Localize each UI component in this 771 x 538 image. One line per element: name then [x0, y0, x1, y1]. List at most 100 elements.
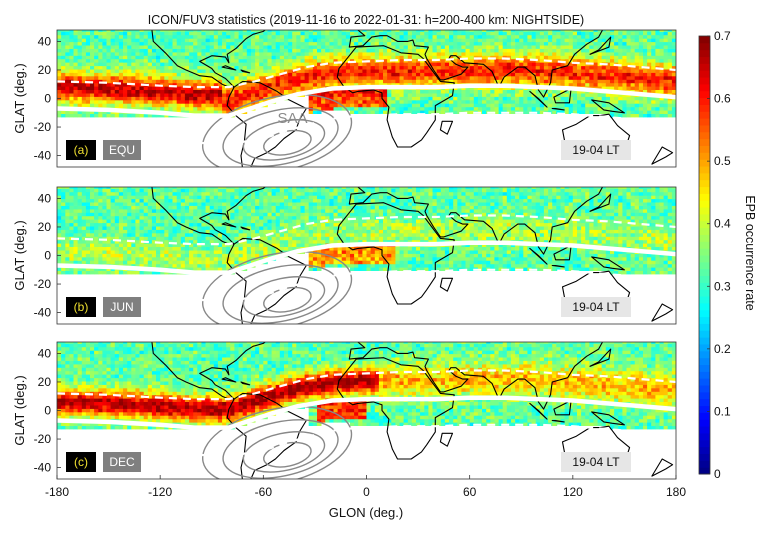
- heatmap-cell: [213, 250, 219, 254]
- heatmap-cell: [85, 270, 91, 275]
- heatmap-cell: [407, 31, 413, 36]
- heatmap-cell: [663, 267, 669, 271]
- heatmap-cell: [127, 93, 132, 97]
- heatmap-cell: [341, 30, 347, 32]
- heatmap-cell: [638, 31, 644, 36]
- heatmap-cell: [556, 72, 561, 77]
- heatmap-cell: [94, 253, 99, 258]
- heatmap-cell: [77, 69, 83, 73]
- heatmap-cell: [156, 38, 161, 43]
- heatmap-cell: [411, 82, 417, 87]
- heatmap-cell: [85, 256, 91, 261]
- heatmap-cell: [317, 52, 322, 56]
- heatmap-cell: [519, 79, 524, 84]
- heatmap-cell: [461, 58, 466, 63]
- heatmap-cell: [647, 263, 652, 268]
- heatmap-cell: [341, 72, 347, 77]
- heatmap-cell: [201, 103, 206, 108]
- heatmap-cell: [465, 30, 470, 32]
- heatmap-cell: [184, 41, 190, 46]
- heatmap-cell: [234, 256, 239, 261]
- heatmap-cell: [651, 106, 656, 111]
- heatmap-cell: [643, 52, 648, 56]
- heatmap-cell: [197, 93, 202, 97]
- heatmap-cell: [498, 267, 504, 271]
- heatmap-cell: [164, 96, 169, 101]
- heatmap-cell: [61, 69, 66, 73]
- coastline: [553, 87, 572, 104]
- heatmap-cell: [469, 76, 475, 80]
- heatmap-cell: [350, 96, 355, 101]
- heatmap-cell: [118, 41, 124, 46]
- heatmap-cell: [94, 96, 99, 101]
- heatmap-cell: [118, 62, 124, 67]
- heatmap-cell: [176, 38, 182, 43]
- heatmap-cell: [304, 69, 310, 73]
- heatmap-cell: [160, 253, 165, 258]
- heatmap-cell: [205, 41, 211, 46]
- heatmap-cell: [288, 86, 293, 90]
- heatmap-cell: [267, 52, 272, 56]
- heatmap-cell: [57, 103, 62, 108]
- heatmap-cell: [457, 260, 462, 265]
- heatmap-cell: [444, 31, 450, 36]
- heatmap-cell: [69, 89, 74, 94]
- heatmap-cell: [667, 103, 673, 108]
- heatmap-cell: [622, 270, 627, 275]
- heatmap-cell: [209, 41, 215, 46]
- heatmap-cell: [81, 65, 87, 70]
- heatmap-cell: [350, 250, 355, 254]
- heatmap-cell: [127, 30, 132, 32]
- heatmap-cell: [614, 31, 619, 36]
- heatmap-cell: [135, 41, 140, 46]
- heatmap-cell: [659, 69, 664, 73]
- heatmap-cell: [246, 79, 252, 84]
- heatmap-cell: [65, 62, 70, 67]
- heatmap-cell: [259, 256, 264, 261]
- heatmap-cell: [234, 82, 239, 87]
- heatmap-cell: [589, 38, 594, 43]
- heatmap-cell: [123, 65, 128, 70]
- heatmap-cell: [473, 52, 479, 56]
- heatmap-cell: [366, 263, 371, 268]
- heatmap-cell: [77, 30, 83, 32]
- heatmap-cell: [69, 30, 74, 32]
- heatmap-cell: [61, 45, 66, 49]
- heatmap-cell: [106, 96, 111, 101]
- heatmap-cell: [242, 250, 248, 254]
- heatmap-cell: [399, 62, 404, 67]
- heatmap-cell: [374, 96, 380, 101]
- heatmap-cell: [317, 243, 322, 247]
- heatmap-cell: [139, 270, 144, 275]
- heatmap-cell: [312, 31, 318, 36]
- heatmap-cell: [147, 246, 153, 251]
- heatmap-cell: [139, 89, 144, 94]
- heatmap-cell: [659, 79, 664, 84]
- heatmap-cell: [209, 250, 215, 254]
- heatmap-cell: [222, 246, 227, 251]
- heatmap-cell: [638, 270, 644, 275]
- heatmap-cell: [358, 106, 363, 111]
- heatmap-cell: [659, 270, 664, 275]
- heatmap-cell: [267, 65, 272, 70]
- heatmap-cell: [114, 270, 120, 275]
- heatmap-cell: [147, 30, 153, 32]
- heatmap-cell: [106, 58, 111, 63]
- heatmap-cell: [85, 45, 91, 49]
- heatmap-cell: [585, 45, 590, 49]
- heatmap-cell: [201, 45, 206, 49]
- heatmap-cell: [317, 93, 322, 97]
- heatmap-cell: [424, 267, 429, 271]
- heatmap-cell: [543, 62, 549, 67]
- heatmap-cell: [358, 256, 363, 261]
- heatmap-cell: [581, 30, 586, 32]
- heatmap-cell: [539, 263, 545, 268]
- heatmap-cell: [246, 30, 252, 32]
- heatmap-cell: [151, 55, 157, 60]
- heatmap-cell: [193, 93, 198, 97]
- heatmap-cell: [102, 246, 107, 251]
- heatmap-cell: [638, 110, 644, 114]
- heatmap-cell: [94, 89, 99, 94]
- heatmap-cell: [106, 260, 111, 265]
- heatmap-cell: [399, 250, 404, 254]
